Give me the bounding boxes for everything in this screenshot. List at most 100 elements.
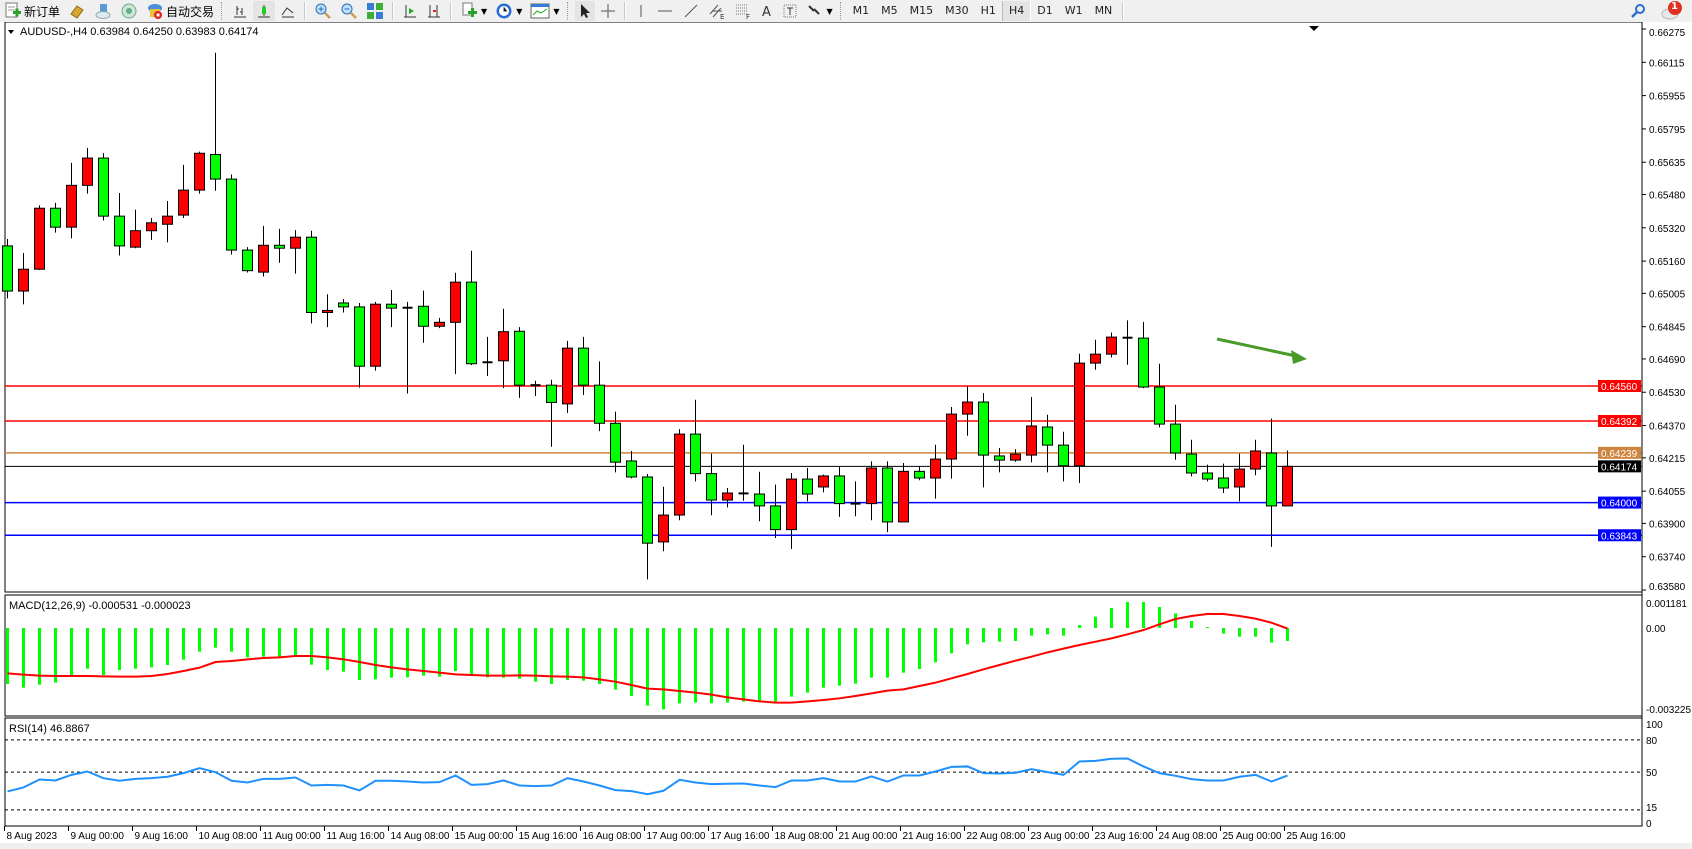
time-tick-label: 18 Aug 08:00 [775,831,834,842]
horizontal-line-tool-button[interactable] [653,1,677,21]
candle-body [194,152,205,191]
candle [642,474,653,580]
templates-button[interactable]: ▼ [527,1,562,21]
time-tick-label: 11 Aug 16:00 [327,831,386,842]
candle [674,429,685,521]
timeframe-m30[interactable]: M30 [945,4,969,17]
zoom-out-button[interactable] [337,1,361,21]
candle-body [1154,386,1165,425]
trendline-tool-button[interactable] [679,1,703,21]
candle-body [1250,450,1261,470]
timeframe-h1[interactable]: H1 [980,4,996,17]
timeframe-d1[interactable]: D1 [1037,4,1053,17]
candle [626,450,637,479]
candle [482,336,493,377]
candle-body [66,184,77,228]
auto-scroll-icon [404,5,417,18]
vertical-line-tool-button[interactable] [631,1,651,21]
text-label-icon [783,4,796,18]
timeframe-m15[interactable]: M15 [909,4,934,17]
dropdown-triangle-icon[interactable] [8,30,14,34]
price-level-label: 0.64560 [1601,382,1638,393]
channel-tool-button[interactable]: E [705,1,729,21]
signals-button[interactable] [117,1,141,21]
candle-body [2,245,13,292]
price-tick-label: 0.63580 [1649,582,1686,593]
timeframe-w1[interactable]: W1 [1064,4,1083,17]
notification-badge: 1 [1671,1,1678,12]
toolbar-grip[interactable] [566,2,571,20]
notifications-button[interactable]: 1 [1660,1,1684,21]
candle [530,380,541,396]
chart-shift-button[interactable] [423,1,445,21]
candle-body [274,244,285,249]
candle-body [578,347,589,386]
chart-window[interactable]: 0.66275 0.66115 0.65955 0.65795 0.65635 0.654… [0,22,1692,849]
candle [338,298,349,313]
arrows-tool-button[interactable]: ▼ [803,1,836,21]
text-tool-button[interactable]: A [757,1,777,21]
candle [786,473,797,549]
candle [66,162,77,239]
toolbar-grip[interactable] [839,2,844,20]
price-tick-label: 0.64215 [1649,454,1686,465]
price-tick-label: 0.63740 [1649,553,1686,564]
zoom-in-button[interactable] [311,1,335,21]
new-order-button[interactable]: 新订单 [1,1,63,21]
candle-body [770,505,781,531]
cursor-tool-button[interactable] [574,1,595,21]
chevron-down-icon: ▼ [826,6,833,16]
candlestick-chart-button[interactable] [253,1,276,21]
candle-body [834,475,845,505]
bar-chart-button[interactable] [229,1,251,21]
price-tick-label: 0.65635 [1649,158,1686,169]
candle-body [210,154,221,180]
auto-scroll-button[interactable] [399,1,421,21]
price-level-label: 0.64239 [1601,449,1638,460]
search-icon[interactable] [1630,3,1646,19]
indicators-button[interactable]: ▼ [457,1,490,21]
fibonacci-tool-button[interactable]: F [731,1,755,21]
price-level-label: 0.63843 [1601,531,1638,542]
candle-body [946,413,957,460]
candle [450,272,461,375]
candle-body [994,455,1005,461]
line-chart-button[interactable] [277,1,299,21]
candle [258,225,269,277]
candle-body [258,244,269,273]
time-tick-label: 16 Aug 08:00 [583,831,642,842]
auto-trading-button[interactable]: 自动交易 [143,1,217,21]
price-tick-label: 0.64845 [1649,323,1686,334]
candle [162,200,173,243]
market-watch-button[interactable] [65,1,89,21]
candle-body [898,470,909,523]
timeframe-h4[interactable]: H4 [1001,1,1032,21]
candle [1026,397,1037,463]
timeframe-mn[interactable]: MN [1094,4,1113,17]
time-tick-label: 21 Aug 00:00 [839,831,898,842]
candle [610,411,621,473]
candle [578,336,589,395]
rsi-tick-label: 100 [1646,720,1663,731]
candle [146,218,157,240]
chart-shift-marker[interactable] [1309,26,1319,31]
text-label-tool-button[interactable] [779,1,801,21]
trend-arrow-line[interactable] [1216,337,1297,358]
time-axis: 8 Aug 2023 9 Aug 00:00 9 Aug 16:00 10 Aug 0… [0,22,1692,849]
candle [546,379,557,447]
data-window-button[interactable] [91,1,115,21]
candle-body [370,303,381,367]
candle [1090,339,1101,370]
candle [594,361,605,432]
line-chart-icon [281,7,295,18]
price-tick-label: 0.65005 [1649,289,1686,300]
tile-windows-button[interactable] [363,1,387,21]
periods-button[interactable]: ▼ [492,1,525,21]
crosshair-tool-button[interactable] [597,1,619,21]
candle [210,52,221,191]
fibonacci-icon: F [735,4,750,20]
candle-body [706,473,717,501]
timeframe-m1[interactable]: M1 [852,4,870,17]
toolbar-grip[interactable] [221,2,225,20]
timeframe-m5[interactable]: M5 [881,4,898,17]
